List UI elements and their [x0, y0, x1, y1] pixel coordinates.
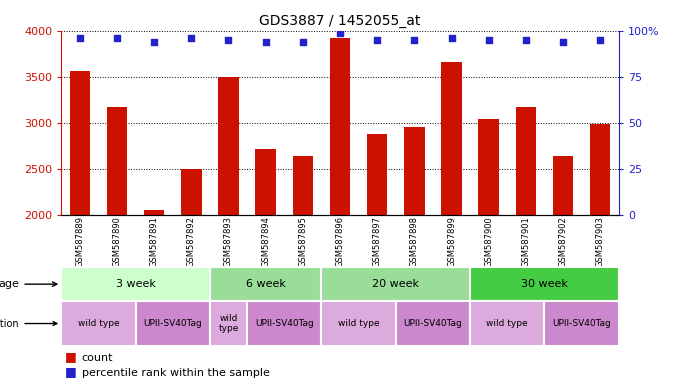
Text: count: count [82, 353, 113, 363]
Bar [515, 107, 536, 215]
Bar [367, 134, 388, 215]
Bar [322, 267, 470, 301]
Bar [256, 149, 276, 215]
Bar [322, 301, 396, 346]
Bar [69, 71, 90, 215]
Point [446, 35, 457, 41]
Bar [396, 301, 470, 346]
Point [260, 39, 271, 45]
Point [297, 39, 308, 45]
Point [595, 37, 606, 43]
Text: ■: ■ [65, 350, 76, 363]
Point [149, 39, 160, 45]
Text: wild type: wild type [486, 319, 528, 328]
Bar [470, 301, 545, 346]
Text: 3 week: 3 week [116, 279, 156, 289]
Text: UPII-SV40Tag: UPII-SV40Tag [403, 319, 462, 328]
Bar [590, 124, 611, 215]
Text: wild type: wild type [78, 319, 119, 328]
Bar [545, 301, 619, 346]
Point [335, 30, 345, 36]
Bar [61, 301, 135, 346]
Point [409, 37, 420, 43]
Bar [470, 267, 619, 301]
Text: wild
type: wild type [218, 314, 239, 333]
Bar [404, 127, 424, 215]
Bar [107, 107, 127, 215]
Point [558, 39, 568, 45]
Text: percentile rank within the sample: percentile rank within the sample [82, 368, 269, 378]
Bar [247, 301, 322, 346]
Bar [61, 267, 210, 301]
Point [112, 35, 122, 41]
Text: 20 week: 20 week [372, 279, 420, 289]
Title: GDS3887 / 1452055_at: GDS3887 / 1452055_at [259, 14, 421, 28]
Point [186, 35, 197, 41]
Point [223, 37, 234, 43]
Bar [181, 169, 201, 215]
Bar [218, 77, 239, 215]
Text: 30 week: 30 week [521, 279, 568, 289]
Bar [553, 156, 573, 215]
Bar [292, 156, 313, 215]
Text: UPII-SV40Tag: UPII-SV40Tag [255, 319, 313, 328]
Text: UPII-SV40Tag: UPII-SV40Tag [143, 319, 202, 328]
Bar [210, 301, 247, 346]
Text: UPII-SV40Tag: UPII-SV40Tag [552, 319, 611, 328]
Bar [135, 301, 210, 346]
Text: 6 week: 6 week [245, 279, 286, 289]
Text: wild type: wild type [338, 319, 379, 328]
Point [483, 37, 494, 43]
Text: age: age [0, 279, 57, 289]
Bar [210, 267, 322, 301]
Text: genotype/variation: genotype/variation [0, 318, 57, 329]
Point [74, 35, 85, 41]
Bar [479, 119, 499, 215]
Point [520, 37, 531, 43]
Bar [144, 210, 165, 215]
Text: ■: ■ [65, 365, 76, 378]
Bar [330, 38, 350, 215]
Point [372, 37, 383, 43]
Bar [441, 62, 462, 215]
